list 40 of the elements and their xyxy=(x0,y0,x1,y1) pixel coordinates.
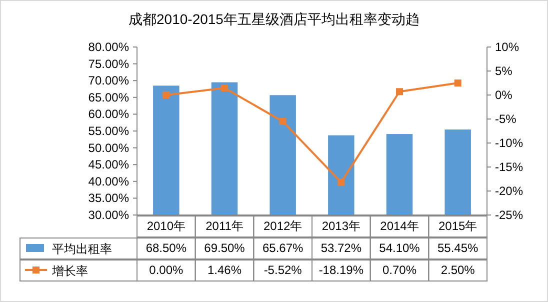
y-tick: 30.00% xyxy=(88,208,129,222)
data-label: 65.67% xyxy=(262,241,304,255)
y-tick: 45.00% xyxy=(88,158,129,172)
y-tick: 35.00% xyxy=(88,191,129,206)
data-label: 54.10% xyxy=(379,241,420,255)
x-tick: 2010年 xyxy=(146,219,186,233)
x-tick: 2014年 xyxy=(380,219,419,233)
y-tick: 55.00% xyxy=(88,124,129,138)
data-label: 0.70% xyxy=(382,263,417,277)
data-label: 53.72% xyxy=(320,241,362,255)
y-tick: 65.00% xyxy=(88,90,129,104)
y2-tick: 5% xyxy=(495,64,512,78)
y2-tick: -25% xyxy=(495,208,524,222)
x-tick: 2015年 xyxy=(438,219,478,233)
data-label: -18.19% xyxy=(318,263,364,277)
y-tick: 80.00% xyxy=(88,40,129,54)
y2-tick: 10% xyxy=(495,40,520,54)
data-label: 55.45% xyxy=(437,241,478,255)
y-tick: 75.00% xyxy=(88,56,129,71)
data-label: 69.50% xyxy=(204,241,245,255)
data-label: 2.50% xyxy=(440,263,475,277)
y-tick: 50.00% xyxy=(88,140,129,155)
x-tick: 2012年 xyxy=(263,219,302,233)
y-tick: 60.00% xyxy=(88,107,129,122)
x-tick: 2011年 xyxy=(206,219,244,233)
x-tick: 2013年 xyxy=(322,219,361,233)
legend-label: 平均出租率 xyxy=(52,242,112,256)
y2-tick: -15% xyxy=(495,160,524,174)
y2-tick: -20% xyxy=(495,184,524,198)
data-label: 68.50% xyxy=(146,241,187,255)
y2-tick: 0% xyxy=(495,88,512,102)
y2-tick: -5% xyxy=(495,112,516,126)
data-label: 1.46% xyxy=(207,263,242,277)
y-tick: 40.00% xyxy=(88,174,129,188)
data-label: -5.52% xyxy=(264,263,302,277)
data-label: 0.00% xyxy=(149,263,184,277)
y2-tick: -10% xyxy=(495,136,524,150)
y-tick: 70.00% xyxy=(88,74,129,88)
legend-label: 增长率 xyxy=(52,264,88,278)
title: 成都2010-2015年五星级酒店平均出租率变动趋 xyxy=(128,11,420,27)
